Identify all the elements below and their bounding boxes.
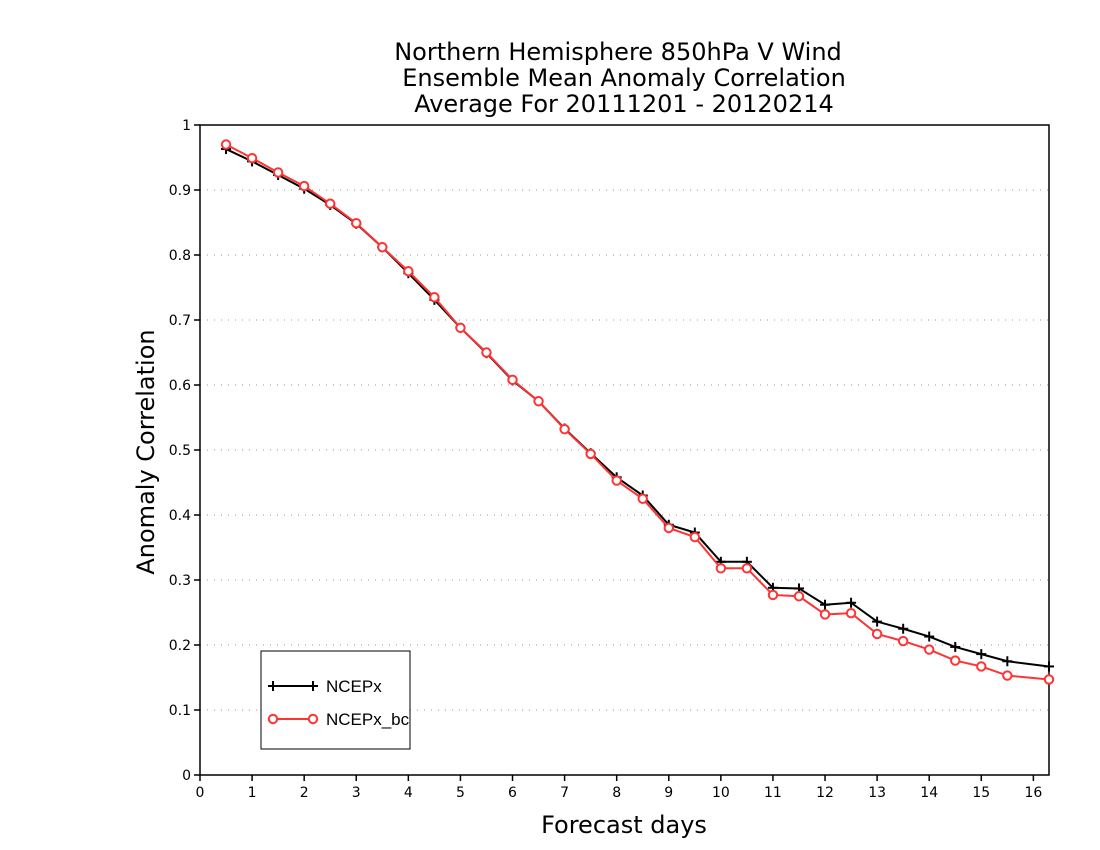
x-tick-label-12: 12 — [816, 785, 834, 801]
x-tick-label-4: 4 — [404, 785, 413, 801]
legend-swatch-0 — [268, 681, 318, 691]
x-tick-label-15: 15 — [972, 785, 990, 801]
data-point-s1-10 — [481, 347, 492, 358]
series-line-0 — [225, 148, 1050, 668]
title-line-3: Average For 20111201 - 20120214 — [414, 90, 834, 118]
data-point-s1-13 — [559, 424, 570, 435]
legend-box — [260, 650, 411, 750]
data-point-s1-27 — [924, 644, 935, 655]
data-point-s0-29 — [976, 649, 987, 660]
series-ncepx-bc — [220, 139, 1055, 685]
data-point-s1-9 — [455, 322, 466, 333]
data-point-s0-30 — [1002, 656, 1013, 667]
gridlines — [200, 124, 1049, 711]
y-tick-label-1: 0.1 — [169, 703, 191, 719]
data-point-s1-24 — [845, 607, 857, 619]
legend-marker-0-b — [308, 681, 318, 691]
data-point-s0-27 — [924, 631, 935, 642]
legend: NCEPx NCEPx_bc — [260, 650, 411, 750]
legend-marker-1-a — [267, 713, 279, 725]
data-point-s1-21 — [767, 589, 779, 601]
series-group — [220, 139, 1055, 685]
legend-swatches — [267, 681, 319, 725]
x-tick-label-7: 7 — [560, 785, 569, 801]
x-tick-label-6: 6 — [508, 785, 517, 801]
series-ncepx — [221, 144, 1054, 672]
x-tick-label-13: 13 — [868, 785, 886, 801]
x-tick-label-5: 5 — [456, 785, 465, 801]
x-tick-label-1: 1 — [248, 785, 257, 801]
x-tick-label-9: 9 — [664, 785, 673, 801]
legend-label-ncepx: NCEPx — [326, 677, 382, 696]
data-point-s1-4 — [325, 198, 336, 209]
data-point-s1-29 — [976, 661, 987, 672]
data-point-s0-31 — [1044, 661, 1054, 672]
data-point-s1-19 — [715, 563, 727, 574]
data-point-s1-26 — [897, 635, 909, 647]
data-point-s0-28 — [950, 641, 961, 652]
data-point-s1-0 — [220, 139, 232, 150]
data-point-s1-30 — [1002, 670, 1013, 681]
data-point-s1-22 — [793, 591, 805, 602]
x-tick-label-10: 10 — [712, 785, 730, 801]
data-point-s1-31 — [1043, 674, 1055, 685]
y-axis-ticks: 0 0.1 0.2 0.3 0.4 0.5 0.6 0.7 0.8 0.9 1 — [169, 118, 200, 784]
data-point-s1-3 — [298, 180, 310, 192]
data-point-s1-16 — [637, 493, 648, 504]
x-tick-label-8: 8 — [612, 785, 621, 801]
data-point-s1-7 — [403, 266, 414, 277]
data-point-s0-26 — [898, 623, 909, 634]
chart-title: Northern Hemisphere 850hPa V Wind Ensemb… — [394, 38, 846, 118]
data-point-s1-23 — [819, 609, 831, 620]
x-tick-label-3: 3 — [352, 785, 361, 801]
x-tick-label-14: 14 — [920, 785, 938, 801]
y-tick-label-6: 0.6 — [169, 378, 191, 394]
x-tick-label-2: 2 — [300, 785, 309, 801]
x-tick-label-0: 0 — [196, 785, 205, 801]
title-line-2: Ensemble Mean Anomaly Correlation — [402, 64, 846, 92]
x-axis-ticks: 0 1 2 3 4 5 6 7 8 9 10 11 12 13 14 15 16 — [196, 775, 1042, 801]
x-tick-label-16: 16 — [1024, 785, 1042, 801]
legend-swatch-1 — [267, 713, 319, 725]
y-axis-label: Anomaly Correlation — [132, 329, 160, 574]
data-point-s1-14 — [585, 448, 596, 460]
x-tick-label-11: 11 — [764, 785, 782, 801]
title-line-1: Northern Hemisphere 850hPa V Wind — [394, 38, 842, 66]
x-axis-label: Forecast days — [541, 811, 707, 839]
data-point-s1-18 — [689, 531, 701, 543]
series-line-1 — [225, 143, 1050, 681]
data-point-s1-8 — [429, 292, 440, 303]
data-point-s1-15 — [611, 475, 622, 486]
data-point-s1-1 — [246, 152, 258, 164]
data-point-s1-17 — [663, 522, 674, 534]
y-tick-label-10: 1 — [182, 118, 191, 134]
data-point-s1-12 — [533, 396, 544, 407]
y-tick-label-8: 0.8 — [169, 248, 191, 264]
y-tick-label-4: 0.4 — [169, 508, 191, 524]
data-point-s1-2 — [272, 167, 284, 178]
legend-marker-1-b — [307, 713, 319, 725]
y-tick-label-0: 0 — [182, 768, 191, 784]
legend-label-ncepx-bc: NCEPx_bc — [326, 710, 410, 729]
data-point-s1-11 — [507, 374, 518, 385]
y-tick-label-9: 0.9 — [169, 183, 191, 199]
data-point-s1-20 — [741, 563, 753, 574]
y-tick-label-2: 0.2 — [169, 638, 191, 654]
legend-marker-0-a — [268, 681, 278, 691]
data-point-s1-28 — [950, 655, 961, 666]
data-point-s0-23 — [820, 599, 831, 610]
data-point-s1-5 — [351, 217, 362, 229]
y-tick-label-5: 0.5 — [169, 443, 191, 459]
data-point-s0-24 — [846, 597, 857, 608]
y-tick-label-7: 0.7 — [169, 313, 191, 329]
data-point-s1-6 — [377, 242, 388, 253]
data-point-s0-25 — [872, 616, 883, 627]
y-tick-label-3: 0.3 — [169, 573, 191, 589]
data-point-s1-25 — [871, 628, 883, 640]
